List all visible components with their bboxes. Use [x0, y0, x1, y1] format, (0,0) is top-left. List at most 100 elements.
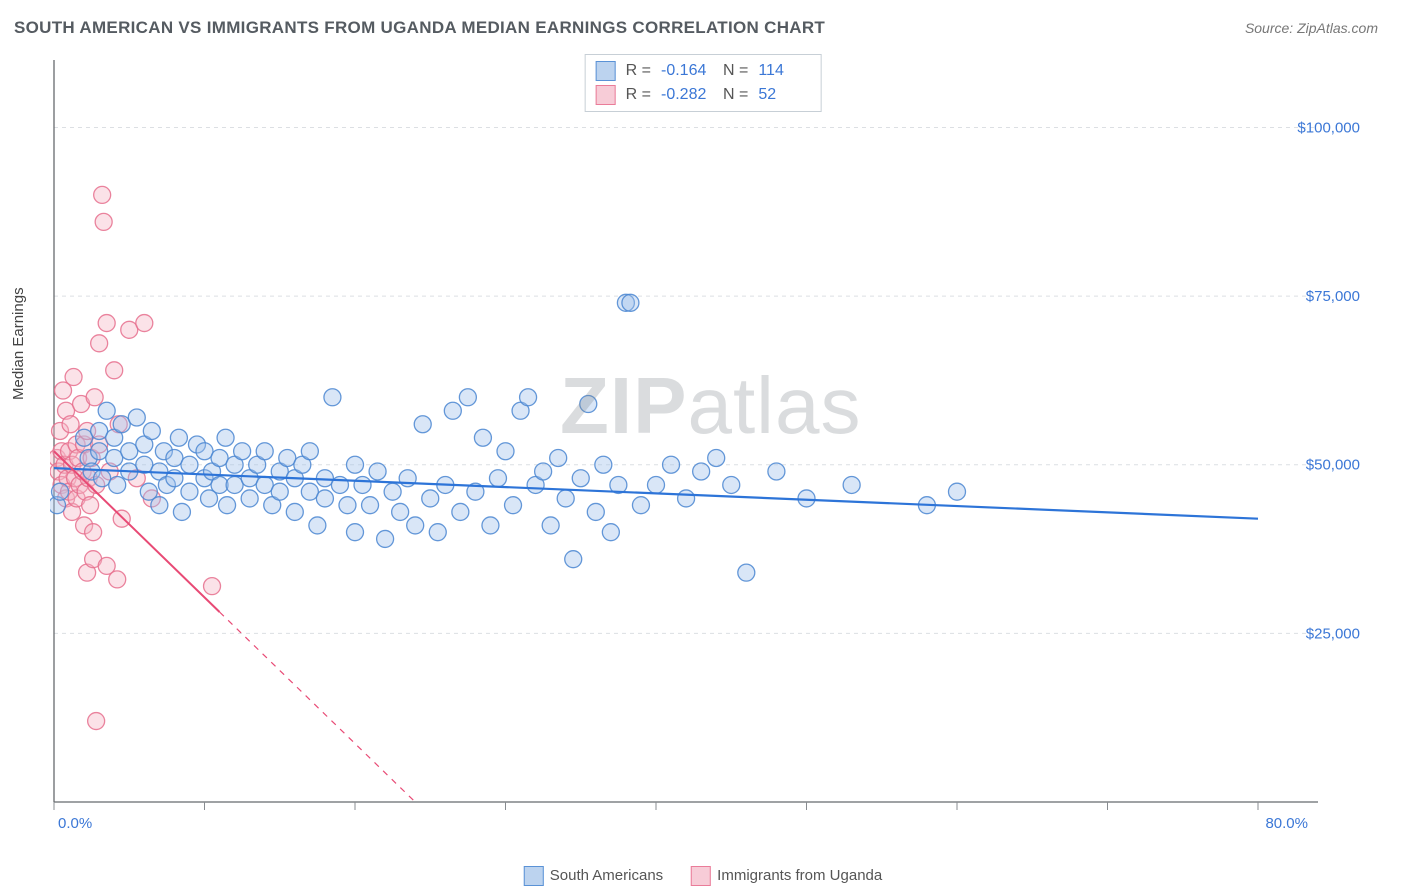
point-south-american: [347, 524, 364, 541]
point-south-american: [595, 456, 612, 473]
stat-r-value: -0.282: [661, 83, 713, 107]
point-south-american: [429, 524, 446, 541]
point-south-american: [452, 503, 469, 520]
point-south-american: [369, 463, 386, 480]
point-uganda: [95, 213, 112, 230]
point-south-american: [535, 463, 552, 480]
point-south-american: [663, 456, 680, 473]
point-uganda: [82, 497, 99, 514]
point-south-american: [708, 449, 725, 466]
point-south-american: [151, 497, 168, 514]
point-south-american: [444, 402, 461, 419]
point-south-american: [622, 294, 639, 311]
point-south-american: [217, 429, 234, 446]
point-south-american: [550, 449, 567, 466]
point-south-american: [347, 456, 364, 473]
legend-swatch: [524, 866, 544, 886]
point-south-american: [339, 497, 356, 514]
point-south-american: [98, 402, 115, 419]
point-south-american: [52, 483, 69, 500]
point-south-american: [542, 517, 559, 534]
stat-r-label: R =: [626, 59, 651, 83]
point-south-american: [377, 530, 394, 547]
point-south-american: [170, 429, 187, 446]
point-south-american: [392, 503, 409, 520]
point-south-american: [407, 517, 424, 534]
point-uganda: [106, 362, 123, 379]
x-tick-label: 0.0%: [58, 815, 92, 832]
point-south-american: [384, 483, 401, 500]
point-south-american: [362, 497, 379, 514]
point-south-american: [843, 476, 860, 493]
point-south-american: [648, 476, 665, 493]
point-south-american: [572, 470, 589, 487]
point-south-american: [557, 490, 574, 507]
point-south-american: [241, 490, 258, 507]
point-south-american: [143, 423, 160, 440]
point-south-american: [301, 443, 318, 460]
point-south-american: [181, 456, 198, 473]
point-south-american: [738, 564, 755, 581]
point-south-american: [128, 409, 145, 426]
legend-label: South Americans: [550, 867, 663, 884]
y-tick-label: $50,000: [1306, 457, 1360, 474]
legend-swatch: [596, 85, 616, 105]
point-south-american: [173, 503, 190, 520]
point-south-american: [316, 490, 333, 507]
point-uganda: [91, 335, 108, 352]
legend-swatch: [596, 61, 616, 81]
point-uganda: [94, 186, 111, 203]
point-south-american: [459, 389, 476, 406]
stat-n-value: 52: [758, 83, 810, 107]
point-south-american: [505, 497, 522, 514]
point-south-american: [482, 517, 499, 534]
regression-line-dashed: [220, 612, 416, 802]
stat-r-value: -0.164: [661, 59, 713, 83]
legend-label: Immigrants from Uganda: [717, 867, 882, 884]
point-uganda: [204, 578, 221, 595]
point-south-american: [309, 517, 326, 534]
point-south-american: [256, 443, 273, 460]
chart-title: SOUTH AMERICAN VS IMMIGRANTS FROM UGANDA…: [14, 18, 825, 38]
point-south-american: [271, 483, 288, 500]
point-south-american: [768, 463, 785, 480]
point-south-american: [422, 490, 439, 507]
point-south-american: [234, 443, 251, 460]
point-south-american: [489, 470, 506, 487]
point-south-american: [723, 476, 740, 493]
series-legend: South Americans Immigrants from Uganda: [524, 866, 882, 886]
y-tick-label: $25,000: [1306, 625, 1360, 642]
point-uganda: [88, 713, 105, 730]
point-south-american: [219, 497, 236, 514]
point-south-american: [565, 551, 582, 568]
stats-row: R = -0.282 N = 52: [596, 83, 811, 107]
x-tick-label: 80.0%: [1265, 815, 1308, 832]
stats-row: R =-0.164N =114: [596, 59, 811, 83]
point-south-american: [632, 497, 649, 514]
point-uganda: [98, 315, 115, 332]
point-uganda: [109, 571, 126, 588]
legend-item: South Americans: [524, 866, 663, 886]
point-south-american: [520, 389, 537, 406]
point-uganda: [136, 315, 153, 332]
point-south-american: [693, 463, 710, 480]
source-attribution: Source: ZipAtlas.com: [1245, 20, 1378, 36]
stat-r-label: R =: [626, 83, 651, 107]
point-south-american: [109, 476, 126, 493]
point-south-american: [602, 524, 619, 541]
y-axis-label: Median Earnings: [10, 287, 27, 400]
stat-n-value: 114: [758, 59, 810, 83]
point-uganda: [86, 389, 103, 406]
point-south-american: [181, 483, 198, 500]
point-uganda: [62, 416, 79, 433]
point-uganda: [85, 524, 102, 541]
scatter-plot: $25,000$50,000$75,000$100,0000.0%80.0%: [50, 52, 1378, 834]
point-south-american: [324, 389, 341, 406]
point-south-american: [580, 396, 597, 413]
point-south-american: [414, 416, 431, 433]
stat-n-label: N =: [723, 83, 748, 107]
stats-legend-box: R = -0.164 N = 114R = -0.282 N = 52: [585, 54, 822, 112]
legend-swatch: [691, 866, 711, 886]
y-tick-label: $75,000: [1306, 288, 1360, 305]
point-south-american: [678, 490, 695, 507]
